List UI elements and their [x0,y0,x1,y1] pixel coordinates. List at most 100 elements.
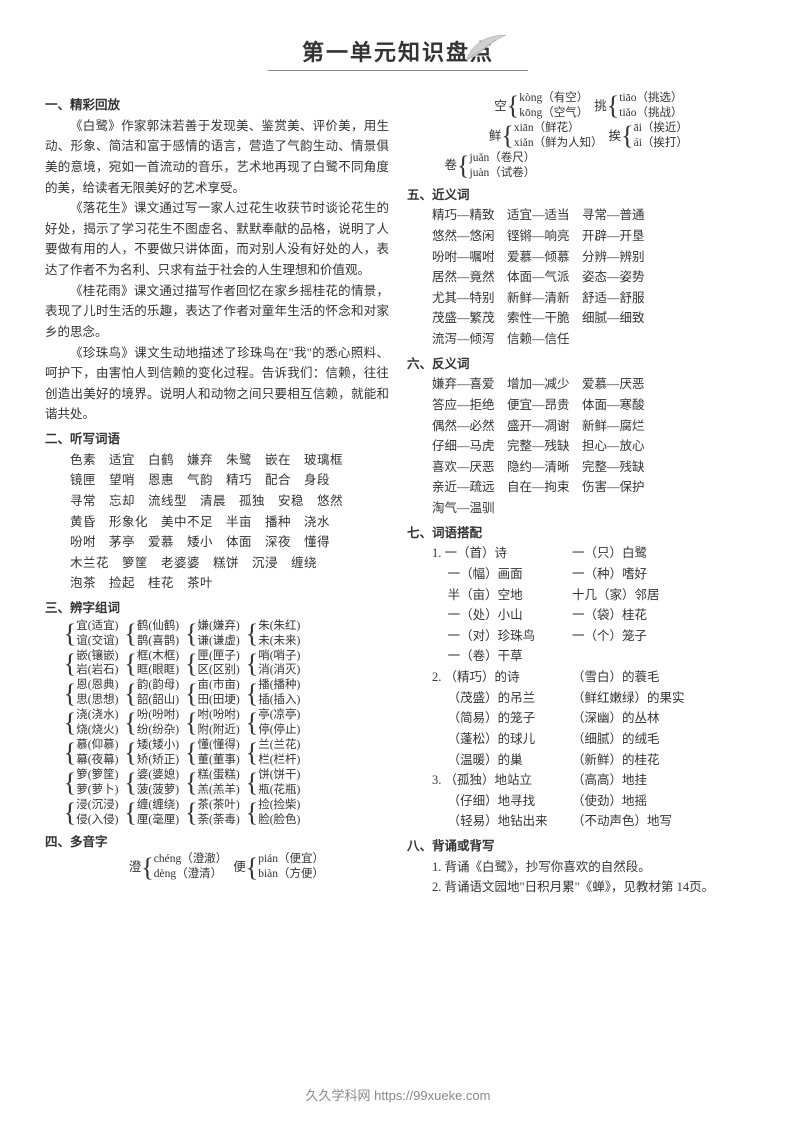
brace-item: 茶(茶叶) [198,798,240,813]
brace-item: 哨(哨子) [258,649,300,664]
brace-item: 韵(韵母) [137,678,179,693]
brace-item: 岩(岩石) [76,663,118,678]
brace-pair: 慕(仰慕)幕(夜幕) [76,738,118,768]
collocation-line: 一（幅）画面一（种）嗜好 [432,564,751,585]
brace-item: 播(播种) [258,678,300,693]
brace-item: 田(田埂) [198,693,240,708]
listen-line: 黄昏 形象化 美中不足 半亩 播种 浇水 [45,512,389,533]
brace-item: 吩(吩咐) [137,708,179,723]
brace-item: 脸(脸色) [258,813,300,828]
brace-item: 矮(矮小) [137,738,179,753]
brace-pair: 播(播种)插(插入) [258,678,300,708]
coll-left: （蓬松）的球儿 [432,729,572,750]
brace-item: chéng（澄澈） [154,852,227,867]
brace-item: juàn（试卷） [470,166,536,181]
brace-item: 董(董事) [198,753,240,768]
brace-icon: { [124,741,136,764]
brace-item: 宜(适宜) [76,619,118,634]
brace-icon: { [64,682,76,705]
coll-left: 1. 一（首）诗 [432,543,572,564]
brace-row: {慕(仰慕)幕(夜幕){矮(矮小)矫(矫正){懂(懂得)董(董事){兰(兰花)栏… [64,738,389,768]
coll-left: 一（幅）画面 [432,564,572,585]
brace-item: 侵(入侵) [76,813,118,828]
brace-item: 匣(匣子) [198,649,240,664]
coll-left: （温暖）的巢 [432,750,572,771]
brace-pair: 宜(适宜)谊(交谊) [76,619,118,649]
brace-item: 懂(懂得) [198,738,240,753]
coll-left: 3. （孤独）地站立 [432,770,572,791]
coll-right: 一（个）笼子 [572,626,647,647]
brace-item: kòng（有空） [519,91,588,106]
collocation-block: 1. 一（首）诗一（只）白鹭 一（幅）画面一（种）嗜好 半（亩）空地十几（家）邻… [407,543,751,832]
brace-icon: { [246,682,258,705]
coll-left: 一（对）珍珠鸟 [432,626,572,647]
brace-pair: 匣(匣子)区(区别) [198,649,240,679]
coll-left: （轻易）地钻出来 [432,811,572,832]
collocation-line: 半（亩）空地十几（家）邻居 [432,585,751,606]
coll-left: 2. （精巧）的诗 [432,667,572,688]
brace-icon: { [246,771,258,794]
brace-icon: { [64,801,76,824]
brace-item: 亭(凉亭) [258,708,300,723]
coll-right: （深幽）的丛林 [572,708,660,729]
brace-icon: { [185,682,197,705]
brace-icon: { [141,856,153,879]
brace-group: {宜(适宜)谊(交谊) [64,619,119,649]
collocation-line: 一（对）珍珠鸟一（个）笼子 [432,626,751,647]
brace-group: 挑{tiāo（挑选）tiǎo（挑战） [594,91,682,121]
brace-group: {饼(饼干)瓶(花瓶) [246,768,301,798]
poly-head: 澄 [129,857,142,878]
brace-group: {矮(矮小)矫(矫正) [124,738,179,768]
brace-pair: 饼(饼干)瓶(花瓶) [258,768,300,798]
brace-pair: 咐(吩咐)附(附近) [198,708,240,738]
brace-item: 朱(朱红) [258,619,300,634]
brace-icon: { [621,124,633,147]
section4-head: 四、多音字 [45,832,389,853]
antonym-line: 喜欢—厌恶 隐约—清晰 完整—残缺 [407,457,751,478]
brace-item: 消(消灭) [258,663,300,678]
brace-icon: { [64,771,76,794]
brace-group: {捡(捡柴)脸(脸色) [246,798,301,828]
brace-pair: 韵(韵母)韶(韶山) [137,678,179,708]
collocation-line: （茂盛）的吊兰（鲜红嫩绿）的果实 [432,688,751,709]
brace-group: {兰(兰花)栏(栏杆) [246,738,301,768]
brace-pair: 箩(箩筐)萝(萝卜) [76,768,118,798]
brace-group: 鲜{xiān（鲜花）xiǎn（鲜为人知） [489,121,603,151]
collocation-line: （轻易）地钻出来（不动声色）地写 [432,811,751,832]
brace-icon: { [185,771,197,794]
brace-item: biàn（方便） [258,867,324,882]
right-column: 空{kòng（有空）kōng（空气）挑{tiāo（挑选）tiǎo（挑战） 鲜{x… [407,91,751,898]
brace-item: 思(思想) [76,693,118,708]
brace-item: 插(插入) [258,693,300,708]
synonym-line: 悠然—悠闲 铿锵—响亮 开辟—开垦 [407,226,751,247]
brace-group: {箩(箩筐)萝(萝卜) [64,768,119,798]
antonym-line: 答应—拒绝 便宜—昂贵 体面—寒酸 [407,395,751,416]
brace-item: 区(区别) [198,663,240,678]
brace-item: 亩(市亩) [198,678,240,693]
brace-icon: { [246,622,258,645]
brace-icon: { [124,771,136,794]
poly-row-1: 澄{chéng（澄澈）dèng（澄清）便{pián（便宜）biàn（方便） [64,852,389,882]
coll-left: 一（处）小山 [432,605,572,626]
left-column: 一、精彩回放 《白鹭》作家郭沫若善于发现美、鉴赏美、评价美，用生动、形象、简洁和… [45,91,389,898]
brace-item: juǎn（卷尺） [470,151,536,166]
brace-row: {宜(适宜)谊(交谊){鹤(仙鹤)鹊(喜鹊){嫌(嫌弃)谦(谦虚){朱(朱红)未… [64,619,389,649]
brace-group: {韵(韵母)韶(韶山) [124,678,179,708]
brace-pair: juǎn（卷尺）juàn（试卷） [470,151,536,181]
brace-pair: 浸(沉浸)侵(入侵) [76,798,118,828]
brace-icon: { [124,622,136,645]
brace-item: 兰(兰花) [258,738,300,753]
brace-pair: tiāo（挑选）tiǎo（挑战） [619,91,682,121]
section3-head: 三、辨字组词 [45,598,389,619]
listen-line: 吩咐 茅亭 爱慕 矮小 体面 深夜 懂得 [45,532,389,553]
brace-icon: { [185,622,197,645]
brace-block: {宜(适宜)谊(交谊){鹤(仙鹤)鹊(喜鹊){嫌(嫌弃)谦(谦虚){朱(朱红)未… [45,619,389,828]
brace-pair: chéng（澄澈）dèng（澄清） [154,852,227,882]
brace-icon: { [607,94,619,117]
brace-icon: { [64,652,76,675]
brace-icon: { [507,94,519,117]
brace-pair: 捡(捡柴)脸(脸色) [258,798,300,828]
brace-item: 浇(浇水) [76,708,118,723]
section8-head: 八、背诵或背写 [407,836,751,857]
brace-group: {吩(吩咐)纷(纷杂) [124,708,179,738]
